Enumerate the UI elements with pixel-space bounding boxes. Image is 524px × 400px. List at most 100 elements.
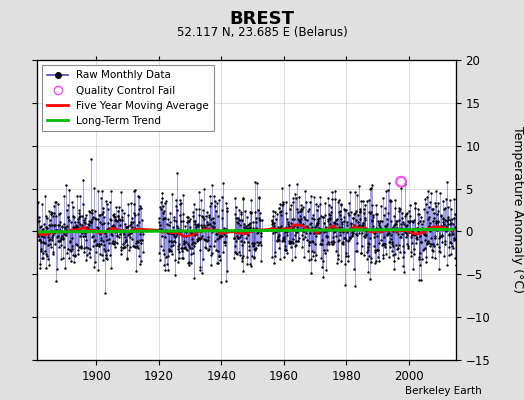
Point — [447, 240, 456, 246]
Point — [299, 204, 308, 210]
Point — [192, 224, 201, 230]
Point — [409, 246, 418, 252]
Point — [308, 224, 316, 230]
Point — [285, 182, 293, 188]
Point — [209, 226, 217, 232]
Point — [329, 240, 337, 247]
Point — [49, 213, 58, 219]
Point — [100, 220, 108, 226]
Point — [334, 256, 343, 262]
Point — [297, 231, 305, 238]
Point — [345, 236, 353, 243]
Point — [293, 180, 302, 187]
Point — [405, 228, 413, 235]
Point — [206, 262, 215, 268]
Point — [32, 231, 41, 237]
Point — [394, 230, 402, 237]
Point — [158, 210, 167, 216]
Point — [162, 254, 170, 261]
Point — [361, 202, 369, 209]
Point — [351, 189, 359, 195]
Point — [367, 259, 375, 266]
Point — [341, 235, 350, 242]
Point — [435, 244, 443, 250]
Point — [231, 249, 239, 256]
Point — [135, 194, 144, 200]
Point — [113, 239, 121, 246]
Point — [61, 230, 69, 236]
Point — [292, 229, 300, 235]
Point — [288, 216, 296, 223]
Point — [173, 207, 181, 214]
Point — [413, 228, 422, 234]
Point — [375, 240, 383, 246]
Point — [304, 226, 312, 232]
Point — [249, 240, 258, 246]
Point — [357, 198, 365, 204]
Point — [425, 204, 433, 210]
Point — [75, 210, 84, 216]
Point — [270, 252, 279, 259]
Point — [394, 225, 402, 232]
Point — [61, 264, 70, 271]
Point — [101, 233, 110, 239]
Point — [312, 201, 321, 208]
Point — [341, 282, 349, 288]
Point — [366, 210, 374, 216]
Point — [32, 219, 41, 225]
Point — [34, 233, 42, 239]
Point — [248, 228, 256, 234]
Point — [407, 234, 416, 240]
Point — [353, 240, 361, 246]
Point — [80, 244, 88, 251]
Point — [308, 215, 316, 221]
Point — [90, 264, 99, 270]
Point — [406, 202, 414, 208]
Point — [422, 200, 430, 207]
Point — [375, 258, 384, 265]
Point — [223, 208, 231, 214]
Point — [82, 212, 91, 218]
Point — [107, 265, 115, 272]
Point — [399, 253, 407, 260]
Point — [241, 226, 249, 232]
Point — [334, 198, 342, 205]
Point — [207, 200, 215, 206]
Point — [37, 245, 46, 252]
Point — [216, 233, 224, 239]
Point — [113, 218, 121, 224]
Point — [246, 209, 254, 215]
Point — [136, 237, 144, 244]
Point — [248, 242, 257, 248]
Point — [90, 227, 98, 233]
Point — [189, 209, 197, 216]
Point — [252, 219, 260, 225]
Point — [325, 240, 334, 247]
Point — [176, 212, 184, 218]
Point — [246, 210, 255, 216]
Point — [448, 243, 456, 250]
Point — [91, 237, 99, 244]
Point — [98, 211, 106, 217]
Point — [335, 208, 343, 215]
Point — [138, 237, 146, 243]
Point — [79, 201, 87, 207]
Point — [38, 232, 46, 239]
Point — [178, 254, 187, 261]
Point — [72, 222, 80, 228]
Point — [134, 210, 142, 217]
Point — [155, 226, 163, 232]
Point — [92, 242, 100, 248]
Point — [174, 242, 183, 249]
Point — [157, 226, 165, 232]
Point — [385, 254, 393, 260]
Point — [388, 239, 396, 246]
Point — [437, 212, 445, 218]
Point — [129, 243, 137, 249]
Point — [208, 223, 216, 229]
Point — [434, 235, 443, 242]
Point — [370, 242, 378, 249]
Point — [252, 225, 260, 231]
Point — [313, 220, 322, 226]
Point — [130, 243, 139, 249]
